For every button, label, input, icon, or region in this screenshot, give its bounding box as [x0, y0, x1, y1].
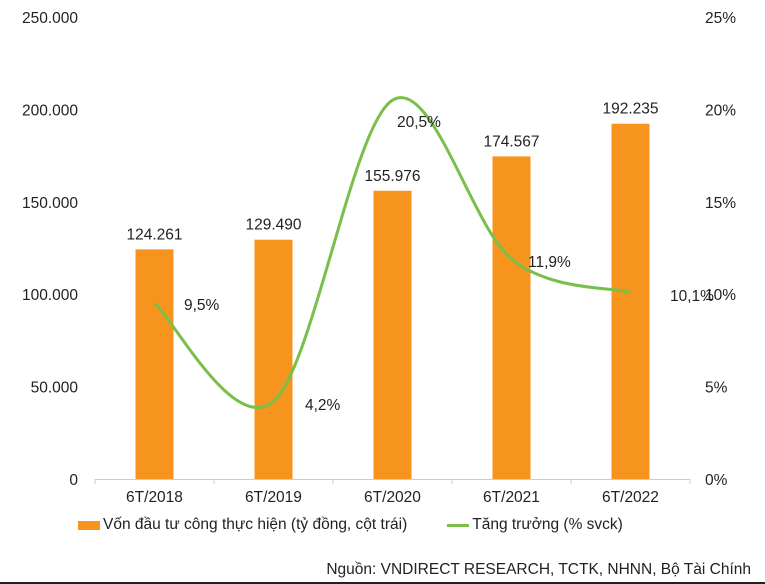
right-tick-label: 20%: [705, 102, 736, 119]
legend-bar-swatch: [78, 520, 100, 530]
left-tick-label: 250.000: [22, 10, 78, 27]
line-data-label: 20,5%: [397, 114, 441, 131]
left-tick-label: 100.000: [22, 287, 78, 304]
bar-data-label: 192.235: [602, 101, 658, 118]
bar: [135, 249, 174, 479]
bar-data-label: 129.490: [245, 217, 301, 234]
bar: [373, 190, 412, 479]
source-note: Nguồn: VNDIRECT RESEARCH, TCTK, NHNN, Bộ…: [326, 561, 751, 578]
x-tick-label: 6T/2022: [602, 489, 659, 506]
left-tick-label: 200.000: [22, 102, 78, 119]
combo-chart: 0 50.000 100.000 150.000 200.000 250.000 0% 5% 1…: [22, 10, 736, 506]
left-tick-label: 150.000: [22, 195, 78, 212]
x-tick-label: 6T/2019: [245, 489, 302, 506]
line-data-label: 11,9%: [528, 254, 571, 271]
right-tick-label: 10%: [705, 287, 736, 304]
line-data-label: 4,2%: [305, 397, 341, 414]
right-tick-label: 0%: [705, 472, 728, 489]
legend: Vốn đầu tư công thực hiện (tỷ đồng, cột …: [78, 516, 623, 534]
x-tick-label: 6T/2018: [126, 489, 183, 506]
right-tick-label: 15%: [705, 195, 736, 212]
legend-bar-label: Vốn đầu tư công thực hiện (tỷ đồng, cột …: [103, 516, 408, 533]
growth-line: [153, 96, 631, 410]
right-tick-label: 5%: [705, 380, 728, 397]
bar-data-label: 155.976: [364, 168, 420, 185]
bar: [254, 239, 293, 479]
bar: [611, 123, 650, 479]
line-data-label: 9,5%: [184, 297, 220, 314]
legend-line-label: Tăng trưởng (% svck): [472, 516, 623, 533]
bottom-rule: [0, 582, 765, 584]
legend-line-swatch: [447, 523, 470, 527]
x-tick-label: 6T/2021: [483, 489, 540, 506]
bar-data-label: 124.261: [126, 226, 182, 243]
left-tick-label: 50.000: [31, 380, 79, 397]
left-tick-label: 0: [69, 472, 78, 489]
x-tick-label: 6T/2020: [364, 489, 421, 506]
right-tick-label: 25%: [705, 10, 736, 27]
bar: [492, 156, 531, 479]
bar-data-label: 174.567: [483, 133, 539, 150]
line-data-label: 10,1%: [670, 288, 714, 305]
